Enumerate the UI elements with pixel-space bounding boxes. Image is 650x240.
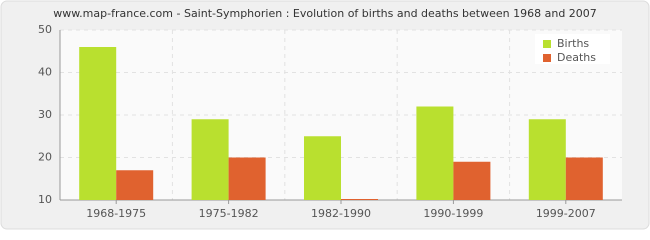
x-tick-label: 1968-1975 [86, 207, 146, 220]
bar [79, 47, 117, 200]
bar [191, 119, 229, 200]
y-tick-label: 40 [38, 66, 52, 79]
bar [416, 106, 454, 200]
y-tick-label: 10 [38, 193, 52, 206]
legend-label: Births [557, 37, 589, 50]
legend-swatch [543, 54, 551, 62]
x-tick-label: 1975-1982 [199, 207, 259, 220]
x-tick-label: 1990-1999 [423, 207, 483, 220]
bar [304, 136, 341, 200]
bar [453, 161, 491, 200]
legend-swatch [543, 40, 551, 48]
bar [565, 157, 603, 200]
x-tick-label: 1999-2007 [536, 207, 596, 220]
bar [341, 199, 378, 200]
x-tick-label: 1982-1990 [311, 207, 371, 220]
page: {"chart_data": {"type": "bar", "title": … [0, 0, 650, 230]
bar [116, 170, 154, 200]
chart-title: www.map-france.com - Saint-Symphorien : … [53, 7, 597, 20]
bar [528, 119, 566, 200]
y-tick-label: 50 [38, 23, 52, 36]
bar [228, 157, 266, 200]
chart: www.map-france.com - Saint-Symphorien : … [0, 0, 650, 230]
y-tick-label: 30 [38, 108, 52, 121]
legend-label: Deaths [557, 51, 596, 64]
y-tick-label: 20 [38, 151, 52, 164]
